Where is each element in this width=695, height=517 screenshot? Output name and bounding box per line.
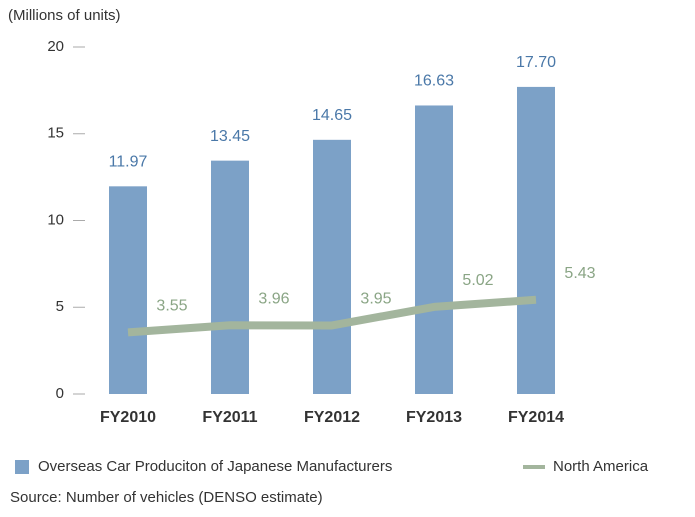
line-value-label: 5.43	[564, 265, 595, 282]
y-axis-label: (Millions of units)	[8, 7, 121, 24]
line	[127, 295, 537, 337]
legend-label: North America	[553, 458, 649, 475]
bar	[211, 160, 249, 394]
y-tick-label: 0	[56, 385, 64, 402]
bar-value-label: 13.45	[210, 128, 250, 145]
x-tick-label: FY2010	[100, 409, 156, 426]
legend-swatch	[15, 460, 29, 474]
y-tick-label: 20	[47, 38, 64, 55]
y-tick-label: 15	[47, 125, 64, 142]
x-tick-label: FY2011	[202, 409, 257, 426]
x-tick-label: FY2014	[508, 409, 564, 426]
line-value-label: 3.95	[360, 291, 391, 308]
bar	[517, 86, 555, 394]
line-value-label: 3.96	[258, 291, 289, 308]
bar-value-label: 11.97	[109, 154, 148, 171]
x-tick-label: FY2012	[304, 409, 360, 426]
y-tick-label: 5	[56, 298, 64, 315]
bar-value-label: 17.70	[516, 54, 556, 71]
line-value-label: 5.02	[462, 272, 493, 289]
bar-value-label: 14.65	[312, 107, 352, 124]
y-tick-label: 10	[47, 211, 64, 228]
source-note: Source: Number of vehicles (DENSO estima…	[10, 489, 323, 506]
line-value-label: 3.55	[156, 298, 187, 315]
bar	[109, 186, 147, 394]
bar	[415, 105, 453, 395]
bar-value-label: 16.63	[414, 73, 454, 90]
legend-label: Overseas Car Produciton of Japanese Manu…	[38, 458, 392, 475]
bar	[313, 139, 351, 394]
x-tick-label: FY2013	[406, 409, 462, 426]
